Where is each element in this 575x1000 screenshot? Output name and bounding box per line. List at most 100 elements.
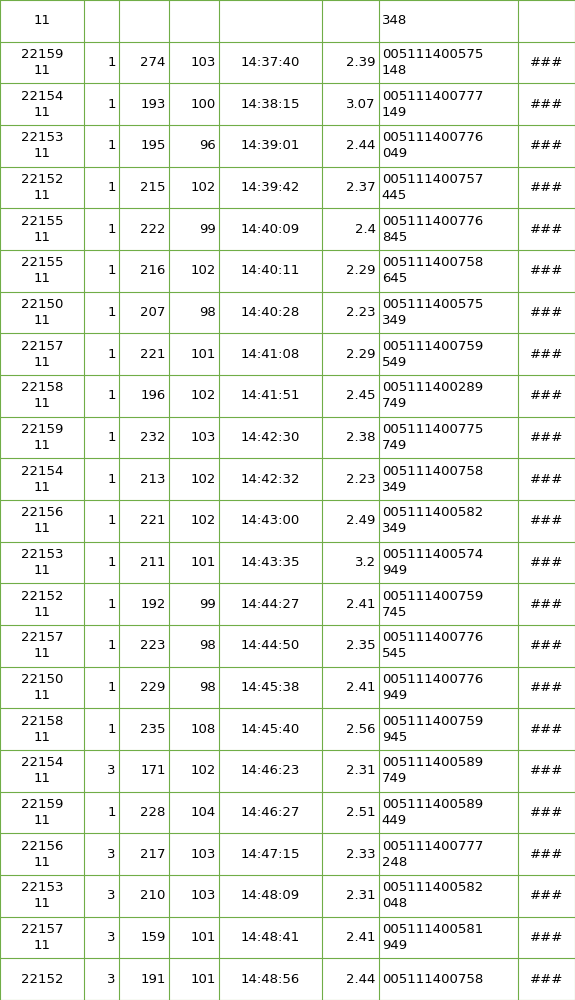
- Text: 2.31: 2.31: [346, 764, 376, 777]
- Text: ###: ###: [530, 139, 563, 152]
- Text: 005111400776
545: 005111400776 545: [382, 631, 483, 660]
- Text: 005111400776
949: 005111400776 949: [382, 673, 483, 702]
- Text: 005111400582
048: 005111400582 048: [382, 881, 483, 910]
- Text: ###: ###: [530, 973, 563, 986]
- Text: ###: ###: [530, 639, 563, 652]
- Text: 2.31: 2.31: [346, 889, 376, 902]
- Text: 104: 104: [191, 806, 216, 819]
- Text: ###: ###: [530, 806, 563, 819]
- Text: 1: 1: [107, 389, 116, 402]
- Text: 102: 102: [191, 514, 216, 527]
- Text: 1: 1: [107, 139, 116, 152]
- Text: ###: ###: [530, 764, 563, 777]
- Text: 2.23: 2.23: [346, 473, 376, 486]
- Text: 232: 232: [140, 431, 166, 444]
- Text: 005111400776
049: 005111400776 049: [382, 131, 483, 160]
- Text: 1: 1: [107, 514, 116, 527]
- Text: ###: ###: [530, 98, 563, 111]
- Text: ###: ###: [530, 556, 563, 569]
- Text: 1: 1: [107, 348, 116, 361]
- Text: 2.56: 2.56: [346, 723, 376, 736]
- Text: 191: 191: [140, 973, 166, 986]
- Text: 217: 217: [140, 848, 166, 861]
- Text: 14:44:50: 14:44:50: [241, 639, 300, 652]
- Text: ###: ###: [530, 889, 563, 902]
- Text: 1: 1: [107, 223, 116, 236]
- Text: 171: 171: [140, 764, 166, 777]
- Text: ###: ###: [530, 848, 563, 861]
- Text: ###: ###: [530, 56, 563, 69]
- Text: 22156
11: 22156 11: [21, 840, 63, 869]
- Text: 005111400582
349: 005111400582 349: [382, 506, 483, 535]
- Text: 103: 103: [191, 56, 216, 69]
- Text: ###: ###: [530, 514, 563, 527]
- Text: 14:39:42: 14:39:42: [241, 181, 300, 194]
- Text: 005111400574
949: 005111400574 949: [382, 548, 483, 577]
- Text: 1: 1: [107, 598, 116, 611]
- Text: 005111400575
349: 005111400575 349: [382, 298, 483, 327]
- Text: 14:47:15: 14:47:15: [240, 848, 300, 861]
- Text: 101: 101: [191, 348, 216, 361]
- Text: 1: 1: [107, 181, 116, 194]
- Text: 2.44: 2.44: [346, 139, 376, 152]
- Text: 14:44:27: 14:44:27: [241, 598, 300, 611]
- Text: 3.07: 3.07: [346, 98, 376, 111]
- Text: 14:48:41: 14:48:41: [241, 931, 300, 944]
- Text: 159: 159: [140, 931, 166, 944]
- Text: 3: 3: [107, 931, 116, 944]
- Text: 101: 101: [191, 973, 216, 986]
- Text: 005111400589
749: 005111400589 749: [382, 756, 483, 785]
- Text: 3: 3: [107, 889, 116, 902]
- Text: 108: 108: [191, 723, 216, 736]
- Text: 22153
11: 22153 11: [21, 131, 63, 160]
- Text: 005111400759
549: 005111400759 549: [382, 340, 483, 369]
- Text: 210: 210: [140, 889, 166, 902]
- Text: 14:42:32: 14:42:32: [240, 473, 300, 486]
- Text: 005111400777
248: 005111400777 248: [382, 840, 483, 869]
- Text: 98: 98: [200, 639, 216, 652]
- Text: 2.39: 2.39: [346, 56, 376, 69]
- Text: 2.51: 2.51: [346, 806, 376, 819]
- Text: 2.41: 2.41: [346, 931, 376, 944]
- Text: 14:41:08: 14:41:08: [241, 348, 300, 361]
- Text: 1: 1: [107, 806, 116, 819]
- Text: 22155
11: 22155 11: [21, 256, 63, 285]
- Text: 3: 3: [107, 764, 116, 777]
- Text: 22159
11: 22159 11: [21, 48, 63, 77]
- Text: 22157
11: 22157 11: [21, 631, 63, 660]
- Text: 22157
11: 22157 11: [21, 340, 63, 369]
- Text: 103: 103: [191, 848, 216, 861]
- Text: 100: 100: [191, 98, 216, 111]
- Text: ###: ###: [530, 598, 563, 611]
- Text: 005111400759
745: 005111400759 745: [382, 590, 483, 619]
- Text: 2.49: 2.49: [346, 514, 376, 527]
- Text: 213: 213: [140, 473, 166, 486]
- Text: 22153
11: 22153 11: [21, 548, 63, 577]
- Text: 103: 103: [191, 431, 216, 444]
- Text: 101: 101: [191, 556, 216, 569]
- Text: 005111400758: 005111400758: [382, 973, 483, 986]
- Text: 195: 195: [140, 139, 166, 152]
- Text: 3: 3: [107, 973, 116, 986]
- Text: ###: ###: [530, 181, 563, 194]
- Text: 22152: 22152: [21, 973, 63, 986]
- Text: 192: 192: [140, 598, 166, 611]
- Text: 1: 1: [107, 264, 116, 277]
- Text: 221: 221: [140, 348, 166, 361]
- Text: 11: 11: [34, 14, 51, 27]
- Text: 1: 1: [107, 556, 116, 569]
- Text: 1: 1: [107, 431, 116, 444]
- Text: 14:48:09: 14:48:09: [241, 889, 300, 902]
- Text: 2.41: 2.41: [346, 598, 376, 611]
- Text: 99: 99: [200, 598, 216, 611]
- Text: 3: 3: [107, 848, 116, 861]
- Text: 22155
11: 22155 11: [21, 215, 63, 244]
- Text: 1: 1: [107, 473, 116, 486]
- Text: 14:45:38: 14:45:38: [241, 681, 300, 694]
- Text: 22153
11: 22153 11: [21, 881, 63, 910]
- Text: 216: 216: [140, 264, 166, 277]
- Text: 14:41:51: 14:41:51: [240, 389, 300, 402]
- Text: 193: 193: [140, 98, 166, 111]
- Text: 196: 196: [141, 389, 166, 402]
- Text: 103: 103: [191, 889, 216, 902]
